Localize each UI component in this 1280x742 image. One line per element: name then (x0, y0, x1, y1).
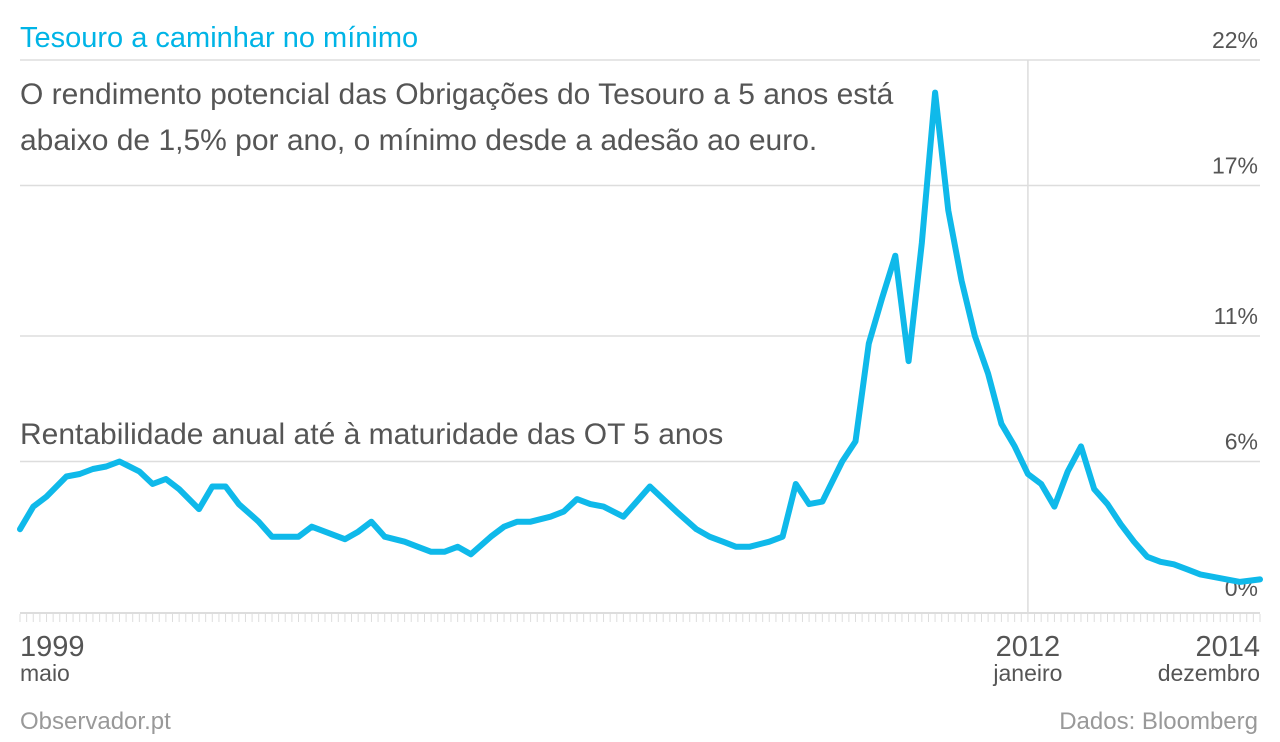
footer-source-right: Dados: Bloomberg (1059, 708, 1258, 735)
footer-source-left: Observador.pt (20, 708, 171, 735)
x-label-month: maio (20, 660, 70, 686)
series-label: Rentabilidade anual até à maturidade das… (20, 418, 724, 451)
series-group (17, 89, 1263, 585)
y-tick-label: 11% (1214, 303, 1258, 329)
chart-subtitle: O rendimento potencial das Obrigações do… (20, 78, 894, 157)
y-axis-ticks: 22%17%11%6%0% (1212, 27, 1258, 601)
x-label-year: 2012 (996, 631, 1061, 663)
y-tick-label: 22% (1212, 27, 1258, 53)
y-tick-label: 17% (1212, 152, 1258, 178)
x-label-year: 2014 (1195, 631, 1260, 663)
x-label-month: janeiro (992, 660, 1062, 686)
x-label-month: dezembro (1158, 660, 1260, 686)
x-axis (19, 612, 1261, 622)
series-line (17, 89, 1263, 585)
grid-lines (20, 59, 1260, 463)
y-tick-label: 6% (1225, 428, 1258, 454)
x-label-year: 1999 (20, 631, 85, 663)
chart-title: Tesouro a caminhar no mínimo (20, 22, 419, 54)
